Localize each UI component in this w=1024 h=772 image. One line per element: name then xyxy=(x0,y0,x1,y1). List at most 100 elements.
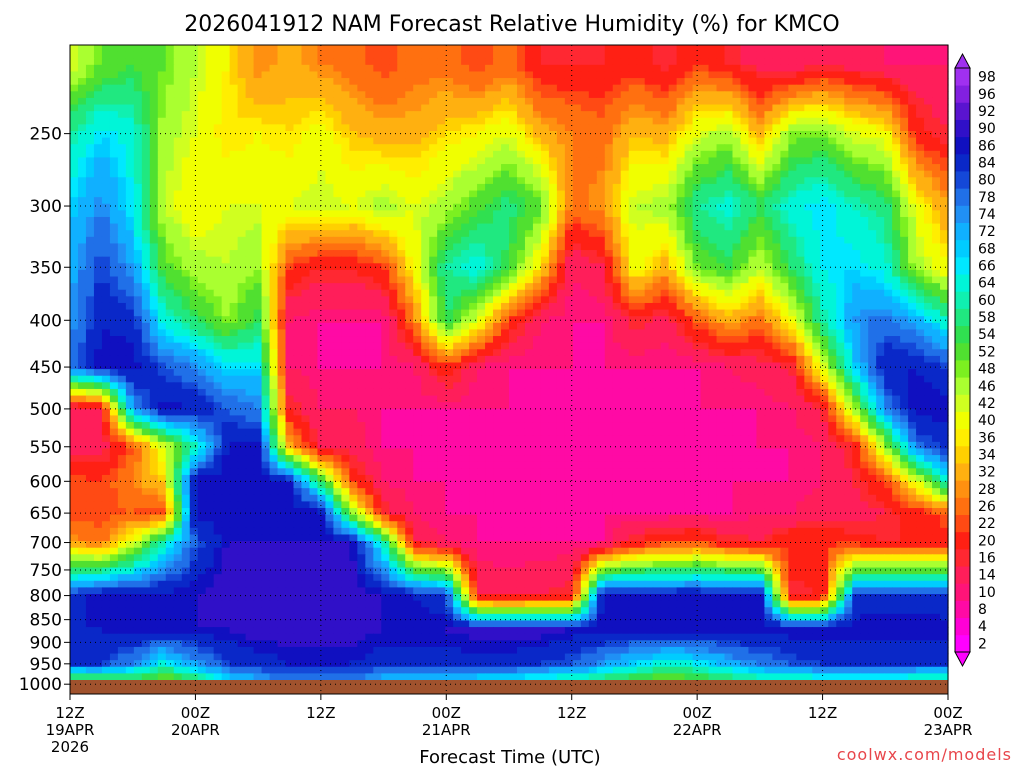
heat-cell xyxy=(724,309,734,317)
heat-cell xyxy=(756,336,766,344)
heat-cell xyxy=(157,97,167,106)
heat-cell xyxy=(660,309,670,317)
heat-cell xyxy=(868,250,877,258)
heat-cell xyxy=(173,309,183,317)
heat-cell xyxy=(261,124,271,132)
heat-cell xyxy=(125,236,135,245)
heat-cell xyxy=(173,137,183,145)
heat-cell xyxy=(405,157,414,165)
heat-cell xyxy=(524,316,534,324)
heat-cell xyxy=(540,130,550,139)
heat-cell xyxy=(469,203,478,211)
heat-cell xyxy=(636,203,646,211)
heat-cell xyxy=(556,190,566,198)
heat-cell xyxy=(365,263,374,271)
heat-cell xyxy=(373,157,382,165)
heat-cell xyxy=(261,144,271,152)
heat-cell xyxy=(437,58,446,66)
heat-cell xyxy=(812,137,821,145)
heat-cell xyxy=(397,144,406,152)
heat-cell xyxy=(301,164,311,172)
heat-cell xyxy=(445,309,454,317)
heat-cell xyxy=(908,111,917,119)
heat-cell xyxy=(413,302,422,311)
heat-cell xyxy=(189,177,199,185)
heat-cell xyxy=(588,124,598,132)
heat-cell xyxy=(604,64,614,73)
heat-cell xyxy=(413,91,422,99)
heat-cell xyxy=(516,51,526,59)
heat-cell xyxy=(221,223,231,231)
heat-cell xyxy=(772,177,781,185)
heat-cell xyxy=(940,190,949,198)
heat-cell xyxy=(828,216,837,225)
heat-cell xyxy=(349,51,358,59)
heat-cell xyxy=(852,230,861,238)
heat-cell xyxy=(844,243,853,251)
heat-cell xyxy=(157,111,167,119)
heat-cell xyxy=(85,210,95,218)
heat-cell xyxy=(700,329,710,337)
heat-cell xyxy=(676,124,686,132)
heat-cell xyxy=(509,250,518,258)
heat-cell xyxy=(157,58,167,66)
heat-cell xyxy=(397,117,406,125)
heat-cell xyxy=(556,316,566,324)
heat-cell xyxy=(301,243,311,251)
heat-cell xyxy=(636,183,646,192)
heat-cell xyxy=(916,250,925,258)
heat-cell xyxy=(325,329,334,337)
heat-cell xyxy=(804,236,813,245)
heat-cell xyxy=(373,51,382,59)
heat-cell xyxy=(405,316,414,324)
heat-cell xyxy=(548,190,558,198)
heat-cell xyxy=(413,197,422,205)
heat-cell xyxy=(900,137,909,145)
heat-cell xyxy=(229,309,239,317)
heat-cell xyxy=(165,236,175,245)
heat-cell xyxy=(357,243,366,251)
heat-cell xyxy=(317,269,327,278)
heat-cell xyxy=(317,78,327,86)
heat-cell xyxy=(580,256,590,264)
heat-cell xyxy=(285,144,295,152)
heat-cell xyxy=(437,157,446,165)
heat-cell xyxy=(309,269,319,278)
heat-cell xyxy=(796,256,805,264)
heat-cell xyxy=(692,104,702,112)
heat-cell xyxy=(477,144,486,152)
heat-cell xyxy=(684,137,694,145)
heat-cell xyxy=(580,170,590,178)
heat-cell xyxy=(405,97,414,106)
heat-cell xyxy=(916,45,925,53)
heat-cell xyxy=(580,144,590,152)
heat-cell xyxy=(165,322,175,331)
heat-cell xyxy=(349,144,358,152)
heat-cell xyxy=(293,283,303,291)
heat-cell xyxy=(381,216,390,225)
heat-cell xyxy=(884,164,893,172)
heat-cell xyxy=(149,276,159,284)
heat-cell xyxy=(253,137,263,145)
heat-cell xyxy=(389,91,398,99)
heat-cell xyxy=(413,170,422,178)
heat-cell xyxy=(708,256,718,264)
heat-cell xyxy=(381,289,390,297)
heat-cell xyxy=(596,137,606,145)
heat-cell xyxy=(708,216,718,225)
heat-cell xyxy=(141,124,151,132)
heat-cell xyxy=(524,296,534,304)
heat-cell xyxy=(453,336,462,344)
heat-cell xyxy=(485,289,494,297)
heat-cell xyxy=(860,183,869,192)
heat-cell xyxy=(580,91,590,99)
heat-cell xyxy=(812,91,821,99)
heat-cell xyxy=(588,137,598,145)
heat-cell xyxy=(301,84,311,92)
heat-cell xyxy=(564,170,574,178)
heat-cell xyxy=(493,316,502,324)
heat-cell xyxy=(285,137,295,145)
heat-cell xyxy=(125,210,135,218)
heat-cell xyxy=(908,336,917,344)
heat-cell xyxy=(668,190,678,198)
